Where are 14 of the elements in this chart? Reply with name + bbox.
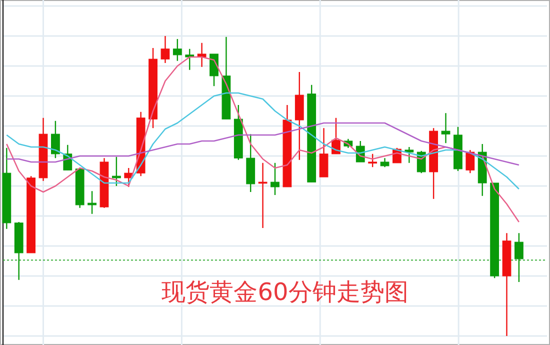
- candlestick: [51, 120, 60, 159]
- candlestick: [466, 149, 475, 174]
- candlestick: [319, 128, 328, 178]
- candlestick: [185, 48, 194, 70]
- candlestick: [368, 153, 378, 168]
- candlestick: [514, 232, 524, 283]
- candlestick: [210, 53, 218, 87]
- text: 现货黄金60分钟走势图: [162, 278, 408, 306]
- candlestick: [441, 112, 450, 144]
- candlestick: [160, 35, 170, 64]
- candlestick: [197, 42, 206, 68]
- candlestick: [270, 162, 280, 196]
- candlestick: [404, 146, 414, 164]
- candlestick: [172, 38, 182, 62]
